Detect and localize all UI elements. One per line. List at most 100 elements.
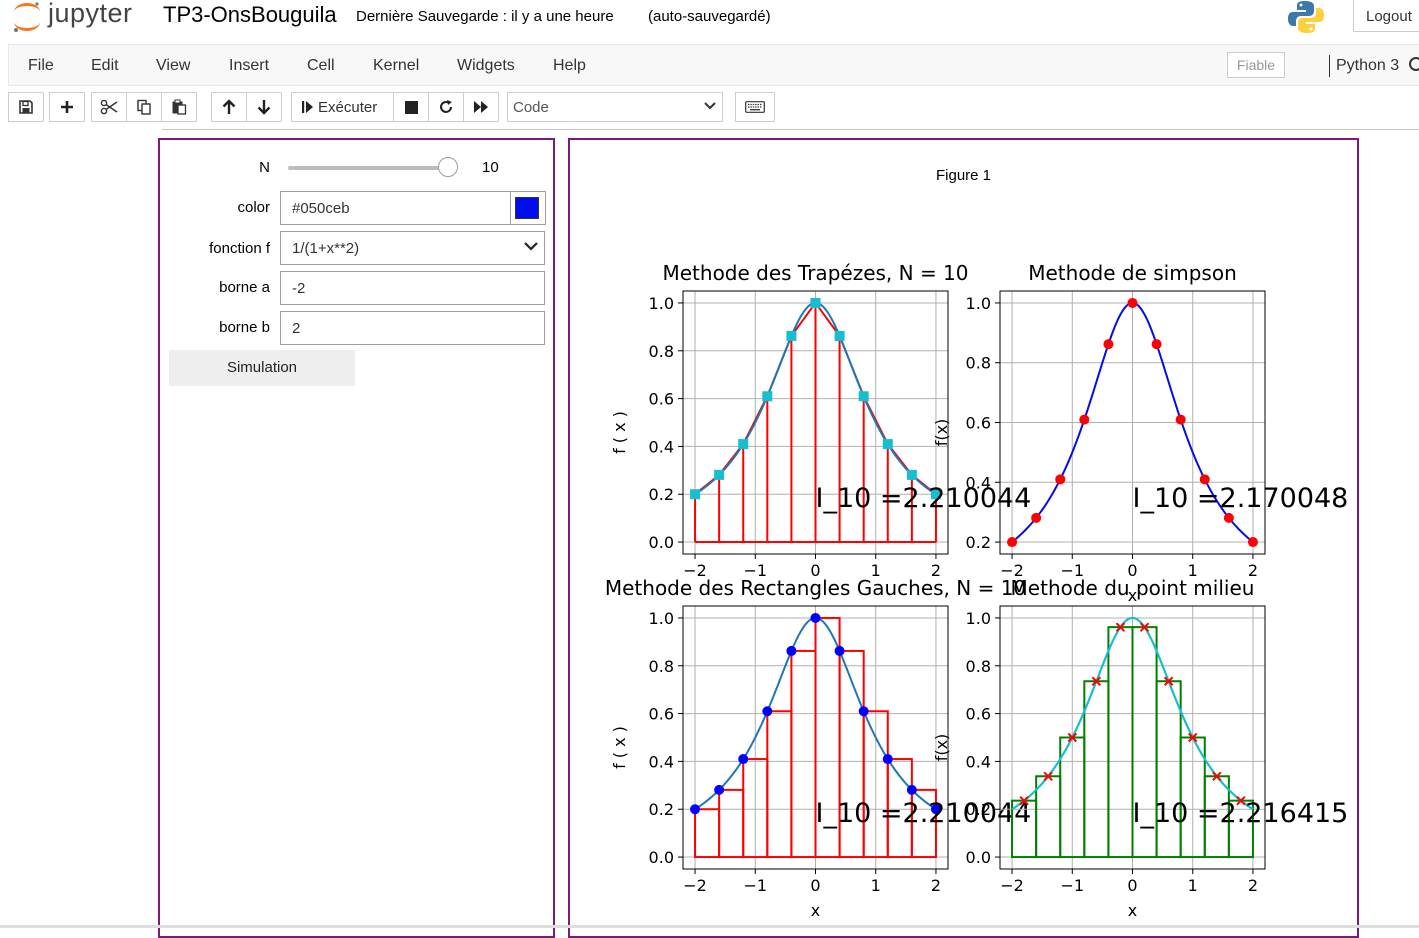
borne-a-input[interactable]: -2 [280,271,545,305]
midpoint-marker [1236,795,1246,806]
x-tick-label: −2 [1000,876,1024,895]
x-tick-label: −2 [683,876,707,895]
node-marker [690,489,701,500]
subplot-title: Methode de simpson [1028,261,1237,285]
menu-file[interactable]: File [28,57,54,74]
y-tick-label: 0.4 [649,437,674,456]
midpoint-marker [1091,676,1102,686]
x-tick-label: 1 [1188,876,1198,895]
integral-annotation: I_10 =2.216415 [1133,798,1349,829]
y-tick-label: 0.0 [966,848,991,867]
save-button[interactable] [8,92,44,122]
n-slider-label: N [259,159,270,176]
x-tick-label: 1 [871,561,881,580]
cut-button[interactable] [91,92,127,122]
node-marker [1055,474,1066,485]
node-marker [858,391,869,402]
restart-button[interactable] [428,92,464,122]
borne-b-input[interactable]: 2 [280,311,545,345]
cut-icon [100,99,118,115]
menu-widgets[interactable]: Widgets [457,57,515,74]
command-palette-button[interactable] [735,92,775,122]
trusted-indicator[interactable]: Fiable [1227,52,1285,78]
x-tick-label: 0 [810,561,820,580]
color-text-value: #050ceb [292,200,350,217]
cell-type-value: Code [513,99,549,116]
jupyter-logo-icon[interactable] [10,0,44,34]
node-marker [762,706,773,717]
color-label: color [237,199,270,216]
paste-icon [172,99,187,115]
menu-help[interactable]: Help [553,57,586,74]
x-tick-label: −2 [683,561,707,580]
simulation-button[interactable]: Simulation [169,350,355,386]
run-button[interactable]: Exécuter [291,92,394,122]
menu-cell[interactable]: Cell [307,57,335,74]
node-marker [834,330,845,341]
n-slider-handle[interactable] [438,157,458,177]
kernel-name[interactable]: Python 3 [1336,57,1400,74]
color-picker[interactable] [510,191,546,225]
y-tick-label: 0.6 [649,390,674,409]
menu-edit[interactable]: Edit [91,57,119,74]
left-rectangle [910,788,937,859]
node-marker [834,645,845,656]
figure-output: Figure 1 −2 −1 0 1 2 0.0 0.2 0.4 0.6 0.8 1.0 Method… [568,138,1359,938]
node-marker [906,784,917,795]
menu-insert[interactable]: Insert [229,57,270,74]
y-tick-label: 0.6 [966,414,991,433]
x-axis-label: x [1128,901,1137,920]
menu-kernel[interactable]: Kernel [373,57,420,74]
header-divider [162,129,1419,130]
paste-button[interactable] [161,92,197,122]
logout-button[interactable]: Logout [1353,0,1419,32]
midpoint-marker [1115,622,1126,632]
x-tick-label: 2 [1248,876,1258,895]
y-tick-label: 0.2 [649,485,674,504]
y-axis-label: f ( x ) [610,411,629,454]
y-tick-label: 0.8 [649,342,674,361]
function-value: 1/(1+x**2) [292,240,360,257]
function-dropdown[interactable]: 1/(1+x**2) [280,231,545,265]
x-tick-label: −1 [743,561,767,580]
x-tick-label: 0 [1127,561,1137,580]
node-marker [786,645,797,656]
restart-icon [440,100,452,113]
notebook-title[interactable]: TP3-OnsBouguila [163,2,337,27]
n-slider-readout: 10 [482,159,499,176]
x-tick-label: 0 [810,876,820,895]
y-tick-label: 0.0 [649,848,674,867]
stop-icon [404,100,418,114]
function-curve [1011,616,1254,811]
insert-cell-button[interactable] [49,92,85,122]
python-logo-icon [1288,1,1324,33]
y-tick-label: 0.2 [966,533,991,552]
cell-type-select[interactable]: Code [507,92,723,122]
y-tick-label: 1.0 [966,294,991,313]
menu-view[interactable]: View [156,57,191,74]
node-marker [1103,339,1114,350]
x-tick-label: 1 [871,876,881,895]
x-tick-label: 1 [1188,561,1198,580]
x-tick-label: 0 [1127,876,1137,895]
subplot-1: −2 −1 0 1 2 0.0 0.2 0.4 0.6 0.8 1.0 Methode des Tra… [610,261,1031,580]
move-up-button[interactable] [211,92,247,122]
restart-run-all-button[interactable] [463,92,499,122]
color-swatch [515,197,539,219]
y-tick-label: 0.8 [966,657,991,676]
color-text-input[interactable]: #050ceb [280,191,511,225]
left-rectangle [718,788,745,859]
midpoint-rectangle [1035,775,1062,859]
run-label: Exécuter [318,98,378,116]
move-down-button[interactable] [246,92,282,122]
midpoint-rectangle [1107,626,1134,859]
arrow-up-icon [222,99,236,114]
chevron-down-icon [704,102,716,110]
interrupt-button[interactable] [393,92,429,122]
n-slider-track[interactable] [288,166,448,170]
y-tick-label: 0.8 [966,354,991,373]
copy-button[interactable] [126,92,162,122]
subplot-title: Methode des Rectangles Gauches, N = 10 [605,576,1026,600]
node-marker [906,469,917,480]
borne-b-value: 2 [292,320,301,337]
